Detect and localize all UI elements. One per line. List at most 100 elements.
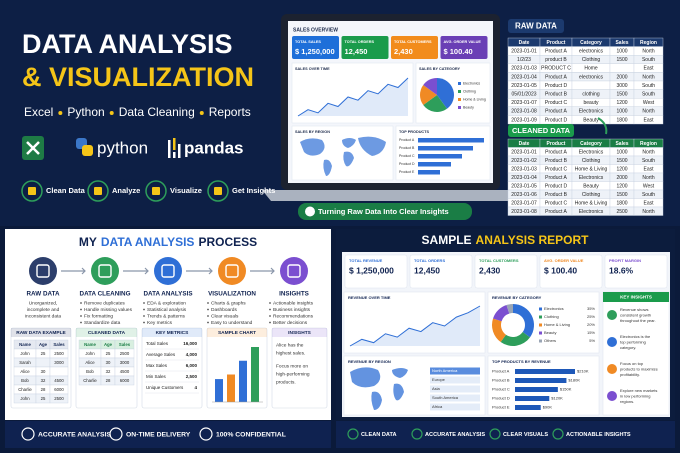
skill: Excel — [24, 105, 53, 119]
bar-label: Product C — [492, 387, 510, 392]
cell-text: 1800 — [616, 117, 627, 123]
region-label: Africa — [432, 404, 443, 409]
feature-label: Visualize — [170, 186, 202, 195]
cell-text: North — [642, 209, 654, 215]
kpi-label: TOTAL ORDERS — [414, 258, 445, 263]
cell-text: East — [643, 200, 654, 206]
insight-text: high-performing — [276, 371, 310, 377]
cell-text: 1/2/23 — [517, 57, 531, 63]
kpi-label: AVG. ORDER VALUE — [444, 40, 482, 44]
cell-text: Product B — [545, 192, 568, 198]
check-icon — [305, 206, 315, 217]
step-icon — [29, 257, 57, 285]
column-header: Region — [640, 40, 657, 46]
bar-label: Product A — [492, 369, 510, 374]
chart-title: REVENUE BY REGION — [348, 359, 391, 364]
chart-title: SALES OVER TIME — [295, 67, 330, 71]
bullet — [80, 321, 82, 324]
metric-label: Total Sales — [146, 341, 169, 346]
feature-icon — [21, 180, 43, 202]
map-shape — [342, 138, 356, 148]
cell-text: 30 — [106, 360, 111, 365]
column-header: Sales — [615, 40, 628, 46]
cell-text: Product D — [545, 117, 568, 123]
cell-text: Product D — [545, 183, 568, 189]
cell-text: Product B — [545, 158, 568, 164]
kpi-label: TOTAL ORDERS — [345, 40, 375, 44]
cell-text: South — [642, 57, 655, 63]
bar — [239, 360, 247, 402]
cell-text: Electronics — [579, 109, 604, 115]
step-title: VISUALIZATION — [208, 291, 256, 298]
cell-text: 2023-01-05 — [511, 83, 537, 89]
bullet — [80, 302, 82, 304]
cell-text: 2023-01-03 — [511, 166, 537, 172]
region-row — [430, 367, 480, 375]
section-tag — [508, 19, 564, 33]
column-header: Category — [580, 141, 602, 147]
step-text: Dashboards — [211, 307, 237, 313]
legend-swatch — [539, 315, 542, 319]
chart-title: TOP PRODUCTS BY REVENUE — [492, 359, 551, 364]
metric-value: 4,000 — [186, 352, 198, 357]
value-label: $90K — [543, 405, 553, 410]
cell-text: 2023-01-08 — [511, 109, 537, 115]
bar — [418, 162, 451, 167]
step-text: Better decisions — [273, 320, 308, 326]
title-part: MY — [79, 235, 97, 249]
step-title: RAW DATA — [27, 291, 60, 298]
cell-text: 3000 — [120, 360, 130, 365]
legend-swatch — [458, 98, 461, 101]
step-text: Charts & graphs — [211, 301, 246, 307]
region-row — [430, 385, 480, 393]
map-shape — [393, 383, 404, 401]
card-head — [11, 328, 71, 337]
value-label: 25% — [587, 314, 595, 319]
cell-text: 2023-01-01 — [511, 149, 537, 155]
cell-text: East — [643, 117, 654, 123]
cell-text: 2023-01-07 — [511, 200, 537, 206]
title-part: PROCESS — [198, 235, 257, 249]
cell-text: beauty — [583, 100, 599, 106]
cell-text: 1800 — [616, 200, 627, 206]
legend-swatch — [458, 90, 461, 93]
bar — [515, 378, 567, 383]
region-row — [430, 394, 480, 402]
badge-text: ACCURATE ANALYSIS — [38, 431, 111, 438]
section-title: CLEANED DATA — [512, 126, 571, 135]
cell-text: 2023-01-02 — [511, 158, 537, 164]
skill: Reports — [209, 105, 251, 119]
kpi-value: 18.6% — [609, 265, 634, 275]
badge-text: 100% CONFIDENTIAL — [216, 431, 286, 438]
legend-swatch — [539, 323, 542, 327]
excel-mark — [26, 141, 40, 155]
bar — [251, 347, 259, 402]
kpi-value: 2,430 — [479, 265, 501, 275]
badge-text: CLEAR VISUALS — [503, 432, 548, 438]
cell-text: Home — [584, 66, 598, 72]
cell-text: 25 — [106, 351, 111, 356]
cell-text: 25 — [41, 396, 46, 401]
value-label: 15% — [587, 330, 595, 335]
cell-text: 2023-01-01 — [511, 49, 537, 55]
cell-text: 1200 — [616, 100, 627, 106]
title-part: ANALYSIS REPORT — [476, 233, 590, 247]
step-arrow — [61, 267, 86, 275]
title: & VISUALIZATION — [22, 62, 254, 92]
cell-text: East — [643, 66, 654, 72]
cell-text: 2023-01-03 — [511, 66, 537, 72]
badge-icon — [21, 427, 35, 441]
cell-text: 1500 — [616, 92, 627, 98]
legend-label: Electronics — [463, 81, 480, 85]
badge-text: CLEAN DATA — [361, 432, 397, 438]
column-header: Product — [547, 141, 566, 147]
table-cell — [571, 80, 611, 90]
bar — [515, 405, 541, 410]
bar-label: Product B — [399, 146, 415, 150]
feature-label: Get Insights — [232, 186, 275, 195]
cell-text: 2000 — [616, 74, 627, 80]
bullet — [80, 308, 82, 311]
metric-label: Unique Customers — [146, 385, 184, 390]
legend-label: Beauty — [544, 330, 556, 335]
